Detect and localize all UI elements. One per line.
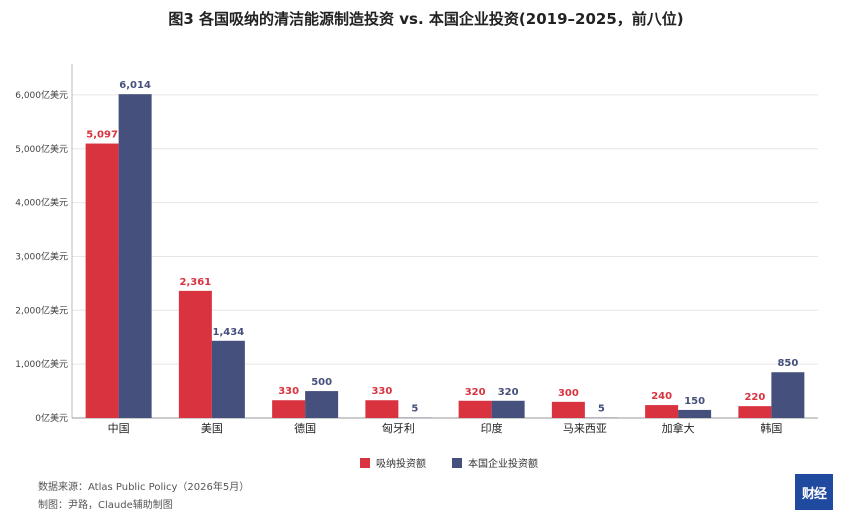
logo: 财经 xyxy=(795,474,833,510)
grid-lines xyxy=(72,94,818,365)
data-label: 300 xyxy=(558,388,579,399)
x-tick-label: 美国 xyxy=(201,422,223,435)
y-tick-label: 2,000亿美元 xyxy=(15,304,68,316)
bar-absorbed xyxy=(178,290,212,418)
y-tick-label: 3,000亿美元 xyxy=(15,250,68,262)
data-label: 330 xyxy=(278,386,299,397)
x-tick-label: 马来西亚 xyxy=(563,422,607,435)
data-label: 150 xyxy=(684,396,705,407)
x-tick-label: 中国 xyxy=(108,422,130,435)
data-label: 220 xyxy=(744,392,765,403)
bar-domestic xyxy=(118,94,152,419)
data-label: 850 xyxy=(777,358,798,369)
data-label: 240 xyxy=(651,391,672,402)
data-label: 500 xyxy=(311,377,332,388)
bar-domestic xyxy=(211,340,245,418)
x-tick-label: 加拿大 xyxy=(662,421,695,435)
bar-domestic xyxy=(771,372,805,418)
source-note: 数据来源：Atlas Public Policy（2026年5月） xyxy=(38,482,250,493)
y-tick-label: 0亿美元 xyxy=(35,412,68,424)
legend-label-absorbed: 吸纳投资额 xyxy=(376,459,426,470)
y-tick-label: 5,000亿美元 xyxy=(15,143,68,155)
y-tick-label: 1,000亿美元 xyxy=(15,358,68,370)
legend: 吸纳投资额 本国企业投资额 xyxy=(360,455,538,470)
bar-absorbed xyxy=(738,406,772,418)
legend-item-domestic: 本国企业投资额 xyxy=(452,455,538,470)
y-tick-label: 4,000亿美元 xyxy=(15,197,68,209)
credit-note: 制图：尹路，Claude辅助制图 xyxy=(38,500,173,511)
data-label: 320 xyxy=(498,387,519,398)
bar-absorbed xyxy=(272,400,306,418)
data-label: 330 xyxy=(371,386,392,397)
data-label: 5 xyxy=(598,404,605,415)
legend-label-domestic: 本国企业投资额 xyxy=(468,459,538,470)
data-label: 5,097 xyxy=(86,130,118,141)
bar-absorbed xyxy=(458,400,492,418)
x-tick-label: 印度 xyxy=(481,421,503,435)
bar-absorbed xyxy=(645,405,679,418)
data-label: 5 xyxy=(411,404,418,415)
bar-domestic xyxy=(491,400,525,418)
data-labels: 5,097 6,014 2,361 1,434 330 500 330 5 320 320 300 5… xyxy=(86,80,798,415)
bar-domestic xyxy=(678,409,712,418)
data-label: 1,434 xyxy=(213,327,245,338)
x-tick-label: 韩国 xyxy=(760,421,782,435)
x-tick-label: 德国 xyxy=(294,421,316,435)
bar-domestic xyxy=(305,391,339,418)
data-label: 6,014 xyxy=(119,80,151,91)
y-tick-label: 6,000亿美元 xyxy=(15,89,68,101)
data-label: 2,361 xyxy=(180,277,212,288)
x-tick-label: 匈牙利 xyxy=(382,421,415,435)
data-label: 320 xyxy=(465,387,486,398)
bar-absorbed xyxy=(365,400,399,418)
axes: 0亿美元 1,000亿美元 2,000亿美元 3,000亿美元 4,000亿美元 5,00… xyxy=(15,64,818,435)
chart-title: 图3 各国吸纳的清洁能源制造投资 vs. 本国企业投资(2019–2025，前八… xyxy=(168,10,684,28)
legend-swatch-domestic xyxy=(452,457,462,468)
legend-item-absorbed: 吸纳投资额 xyxy=(360,455,426,470)
legend-swatch-absorbed xyxy=(360,457,370,468)
bar-absorbed xyxy=(85,143,119,419)
bar-absorbed xyxy=(551,401,585,418)
bars xyxy=(85,94,805,419)
